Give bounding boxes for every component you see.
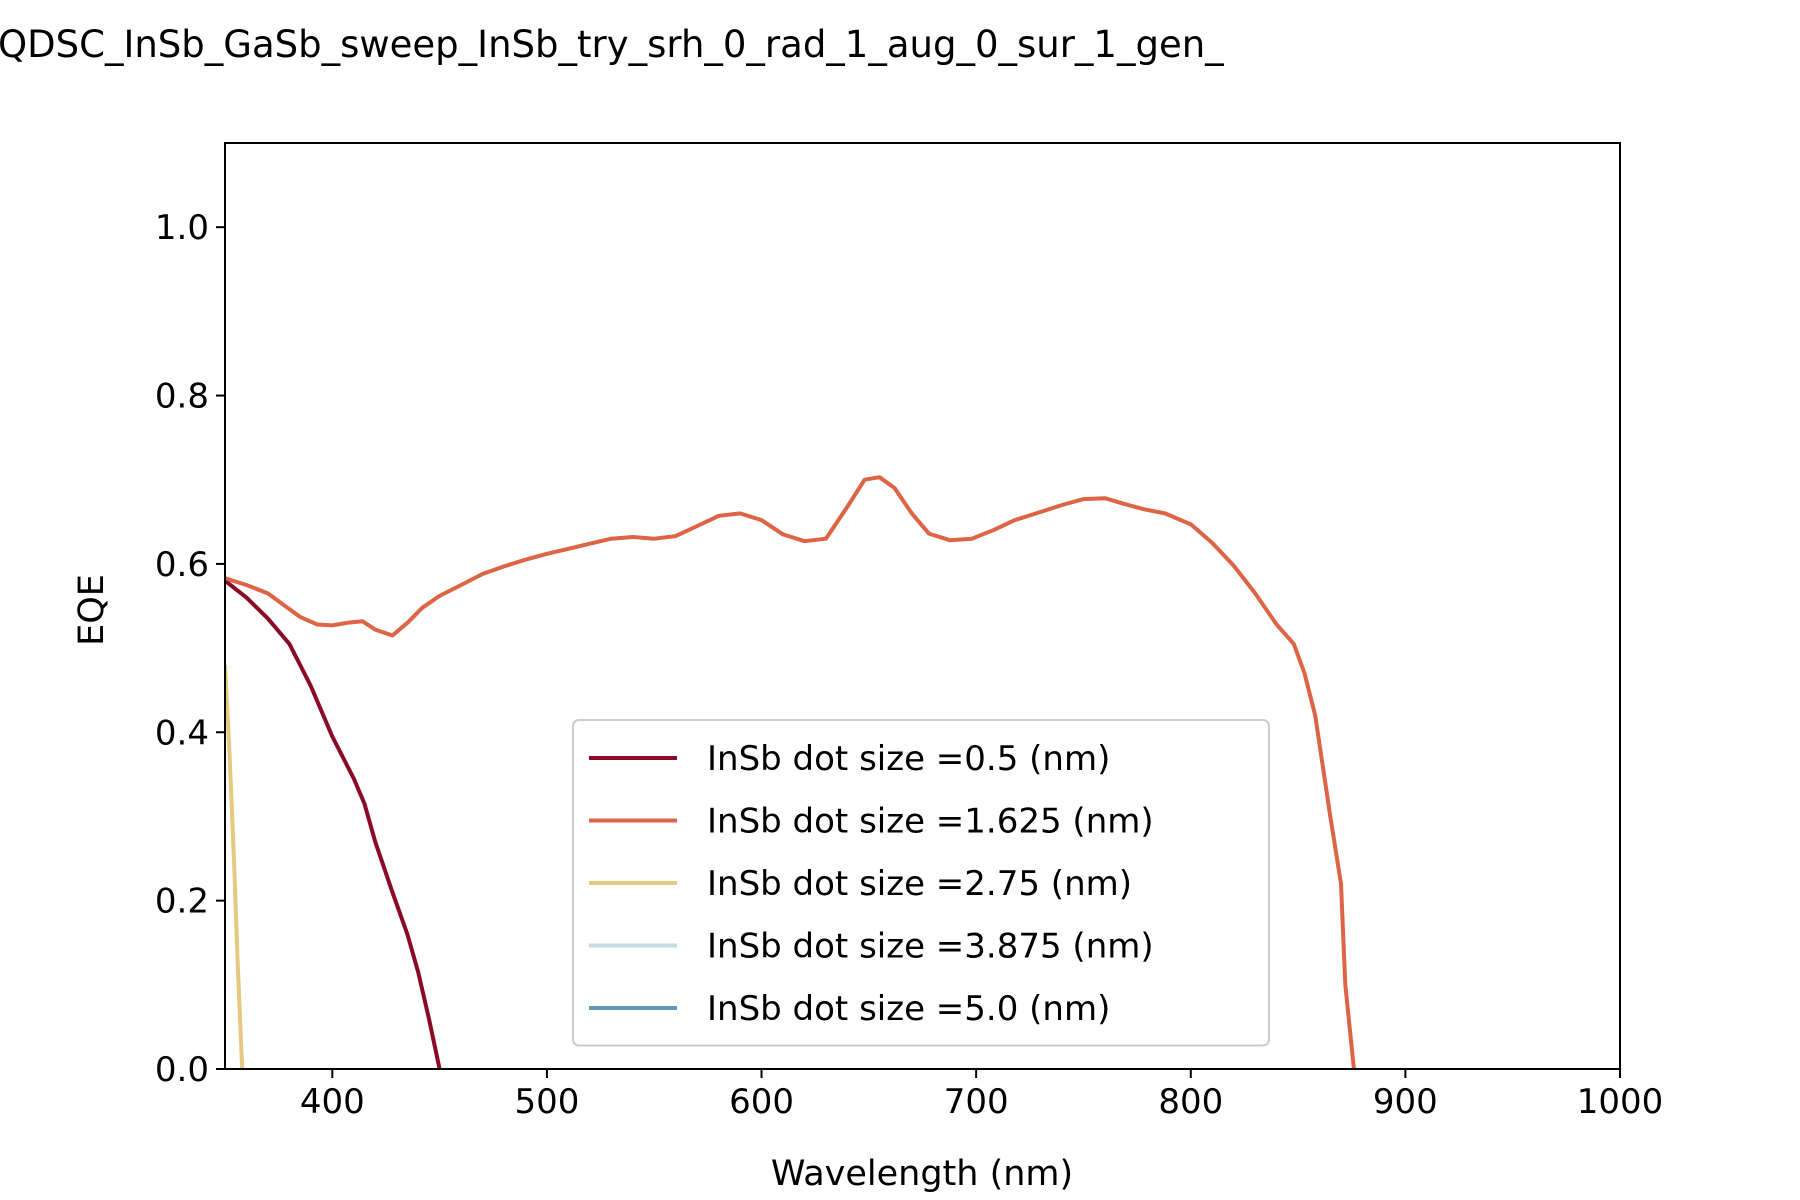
x-tick-label: 600 — [729, 1082, 794, 1122]
series-line-0 — [225, 579, 442, 1069]
chart-title: QE of QDSC_InSb_GaSb_sweep_InSb_try_srh_… — [0, 23, 1224, 66]
series-line-1 — [225, 475, 1356, 1069]
legend-label-2: InSb dot size =2.75 (nm) — [707, 864, 1132, 904]
x-tick-label: 1000 — [1577, 1082, 1664, 1122]
legend-label-1: InSb dot size =1.625 (nm) — [707, 802, 1154, 842]
x-tick-label: 800 — [1158, 1082, 1223, 1122]
plot-frame — [224, 142, 1621, 1070]
legend-label-0: InSb dot size =0.5 (nm) — [707, 739, 1110, 779]
x-tick-label: 700 — [944, 1082, 1009, 1122]
y-tick-label: 0.2 — [155, 882, 209, 922]
y-axis: 0.0 0.2 0.4 0.6 0.8 1.0 — [155, 208, 225, 1090]
y-axis-label: EQE — [72, 574, 112, 646]
y-tick-label: 0.8 — [155, 377, 209, 417]
x-axis: 400 500 600 700 800 900 1000 — [300, 1069, 1663, 1122]
x-axis-label: Wavelength (nm) — [771, 1154, 1073, 1194]
x-tick-label: 900 — [1373, 1082, 1438, 1122]
series-layer — [225, 475, 1356, 1069]
legend: InSb dot size =0.5 (nm) InSb dot size =1.… — [572, 719, 1270, 1047]
y-tick-label: 1.0 — [155, 208, 209, 248]
legend-label-4: InSb dot size =5.0 (nm) — [707, 989, 1110, 1029]
legend-label-3: InSb dot size =3.875 (nm) — [707, 927, 1154, 967]
legend-box — [572, 719, 1270, 1047]
y-tick-label: 0.6 — [155, 545, 209, 585]
x-tick-label: 500 — [514, 1082, 579, 1122]
series-line-2 — [225, 664, 245, 1069]
y-tick-label: 0.0 — [155, 1050, 209, 1090]
x-tick-label: 400 — [300, 1082, 365, 1122]
y-tick-label: 0.4 — [155, 713, 209, 753]
